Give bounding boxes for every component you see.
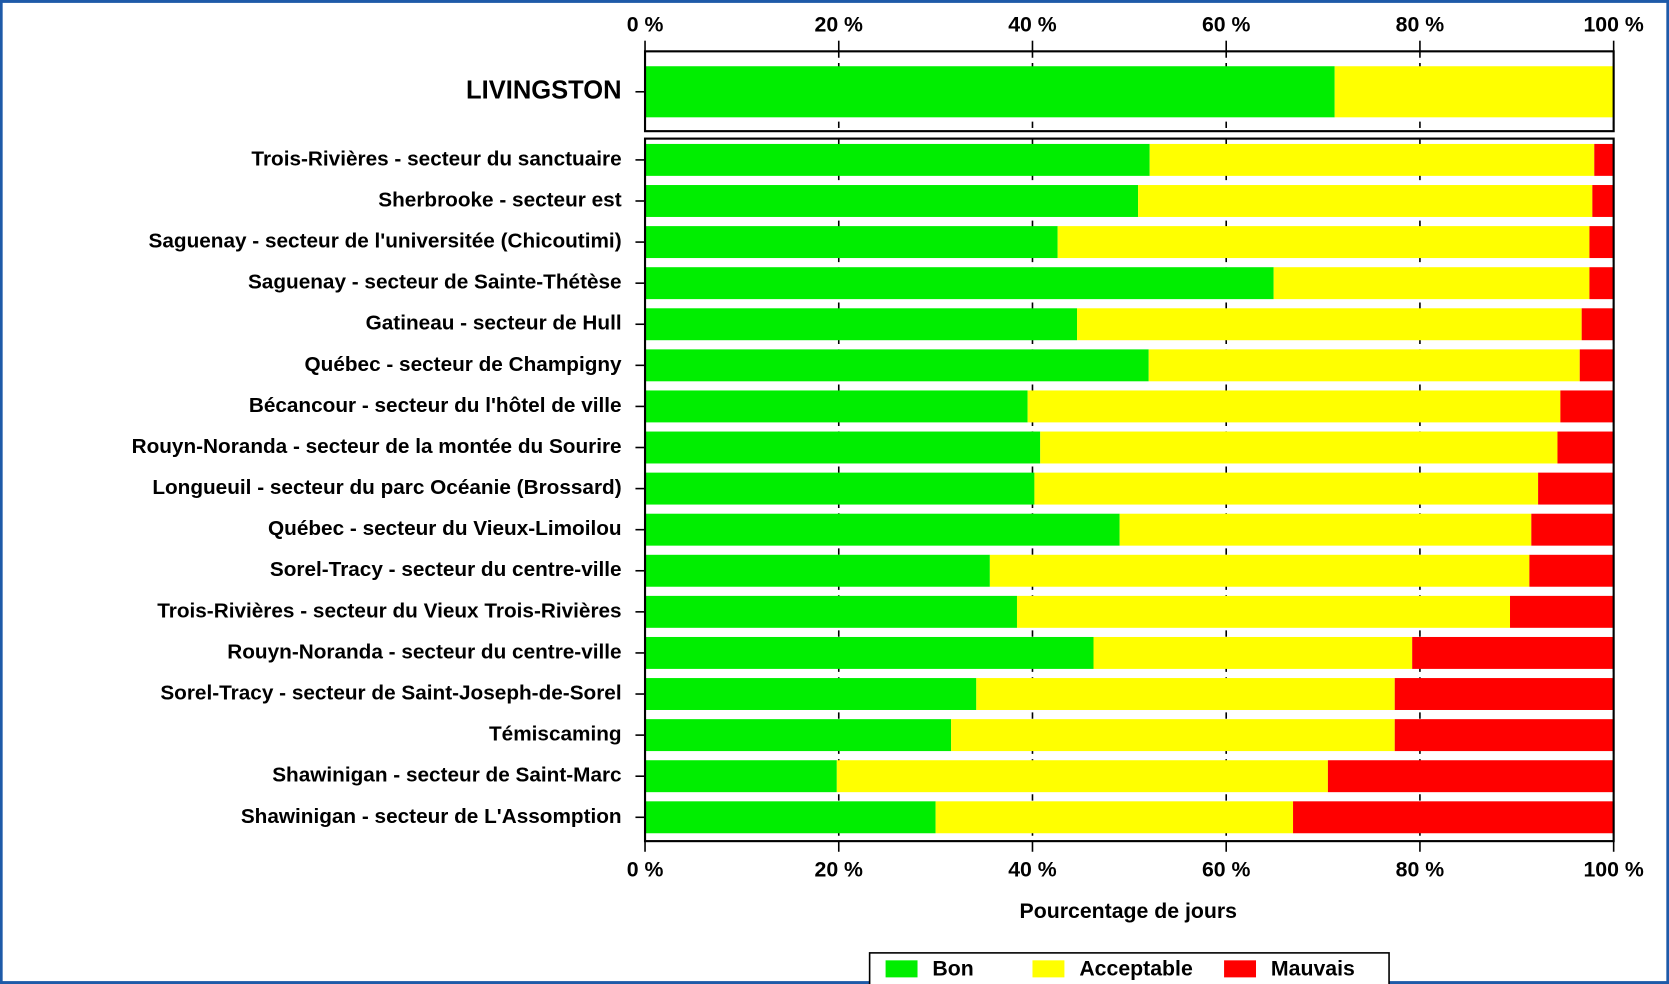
bar-segment xyxy=(1531,513,1614,546)
x-tick-label: 0 % xyxy=(627,858,664,882)
legend-label: Mauvais xyxy=(1271,957,1355,981)
bar-segment xyxy=(1016,595,1511,628)
bar-segment xyxy=(1529,554,1614,587)
bar-segment xyxy=(1119,513,1532,546)
bar-segment xyxy=(1560,390,1614,423)
bar-segment xyxy=(1093,636,1413,669)
bar-segment xyxy=(1394,678,1614,710)
legend-swatch xyxy=(1224,960,1257,978)
x-tick-label: 20 % xyxy=(815,858,864,882)
y-tick-label: Québec - secteur de Champigny xyxy=(305,353,623,376)
y-tick-label: Saguenay - secteur de l'universitée (Chi… xyxy=(149,230,622,253)
y-tick-label: Trois-Rivières - secteur du sanctuaire xyxy=(251,147,621,170)
panel-frame xyxy=(643,137,1615,843)
y-tick-label: Bécancour - secteur du l'hôtel de ville xyxy=(249,394,622,417)
x-tick-label-top: 80 % xyxy=(1396,12,1445,36)
bar-segment xyxy=(989,554,1530,587)
bar-segment xyxy=(1034,472,1539,505)
bar-segment xyxy=(1148,349,1580,382)
x-tick-label: 60 % xyxy=(1202,858,1251,882)
bar-segment xyxy=(645,719,952,752)
bar-segment xyxy=(1334,66,1614,118)
y-tick-label: Sorel-Tracy - secteur du centre-ville xyxy=(270,558,622,581)
bar-segment xyxy=(1579,349,1614,382)
bar-segment xyxy=(1510,595,1614,628)
bar-segment xyxy=(1293,801,1614,834)
y-tick-label: Rouyn-Noranda - secteur de la montée du … xyxy=(132,435,622,458)
bar-segment xyxy=(645,595,1017,628)
legend-label: Bon xyxy=(932,957,973,981)
bar-segment xyxy=(645,554,990,587)
x-tick-label-top: 40 % xyxy=(1008,12,1057,36)
legend-box xyxy=(868,952,1390,984)
bar-segment xyxy=(951,719,1395,752)
bar-segment xyxy=(1589,226,1614,259)
panel-frame xyxy=(643,50,1615,133)
y-tick-label: Shawinigan - secteur de Saint-Marc xyxy=(272,764,621,787)
bar-segment xyxy=(1412,636,1614,669)
y-tick-label: Sorel-Tracy - secteur de Saint-Joseph-de… xyxy=(160,682,621,705)
x-tick-label-top: 100 % xyxy=(1583,12,1643,36)
bar-segment xyxy=(1327,760,1614,793)
bar-segment xyxy=(645,636,1094,669)
bar-segment xyxy=(645,760,837,793)
y-tick-label: Québec - secteur du Vieux-Limoilou xyxy=(268,517,622,540)
bar-segment xyxy=(1581,308,1614,341)
bar-segment xyxy=(645,267,1274,300)
x-axis-label: Pourcentage de jours xyxy=(1020,899,1237,923)
bar-segment xyxy=(1557,431,1614,464)
bar-segment xyxy=(1057,226,1590,259)
y-tick-label: Longueuil - secteur du parc Océanie (Bro… xyxy=(152,476,621,499)
bar-segment xyxy=(1077,308,1582,341)
x-tick-label-top: 0 % xyxy=(627,12,664,36)
bar-segment xyxy=(976,678,1395,710)
bar-segment xyxy=(1594,143,1614,176)
y-tick-label: Trois-Rivières - secteur du Vieux Trois-… xyxy=(157,599,621,622)
bar-segment xyxy=(1592,185,1614,217)
bar-segment xyxy=(1538,472,1614,505)
legend-label: Acceptable xyxy=(1079,957,1193,981)
bar-segment xyxy=(1027,390,1561,423)
bar-segment xyxy=(1273,267,1590,300)
x-tick-label-top: 60 % xyxy=(1202,12,1251,36)
bar-segment xyxy=(1138,185,1593,217)
bar-segment xyxy=(645,226,1058,259)
bar-segment xyxy=(1040,431,1558,464)
legend-swatch xyxy=(885,960,918,978)
bar-segment xyxy=(1589,267,1614,300)
bar-segment xyxy=(1149,143,1595,176)
bar-segment xyxy=(645,66,1335,118)
bar-segment xyxy=(1394,719,1614,752)
x-tick-label: 80 % xyxy=(1396,858,1445,882)
bar-segment xyxy=(836,760,1328,793)
bar-segment xyxy=(935,801,1294,834)
x-tick-label-top: 20 % xyxy=(815,12,864,36)
bar-segment xyxy=(645,349,1149,382)
bar-segment xyxy=(645,185,1139,217)
bar-segment xyxy=(645,513,1120,546)
y-tick-label: Rouyn-Noranda - secteur du centre-ville xyxy=(227,640,621,663)
bar-segment xyxy=(645,308,1078,341)
y-tick-label: Témiscaming xyxy=(489,723,622,746)
x-tick-label: 100 % xyxy=(1583,858,1643,882)
x-tick-label: 40 % xyxy=(1008,858,1057,882)
bar-segment xyxy=(645,431,1041,464)
y-tick-label: Sherbrooke - secteur est xyxy=(378,188,621,211)
y-tick-label: LIVINGSTON xyxy=(466,77,622,105)
y-tick-label: Gatineau - secteur de Hull xyxy=(366,312,622,335)
bar-segment xyxy=(645,678,977,710)
y-tick-label: Shawinigan - secteur de L'Assomption xyxy=(241,805,622,828)
bar-segment xyxy=(645,390,1028,423)
bar-segment xyxy=(645,143,1150,176)
bar-segment xyxy=(645,472,1035,505)
bar-segment xyxy=(645,801,936,834)
legend-swatch xyxy=(1032,960,1065,978)
y-tick-label: Saguenay - secteur de Sainte-Thétèse xyxy=(248,271,622,294)
